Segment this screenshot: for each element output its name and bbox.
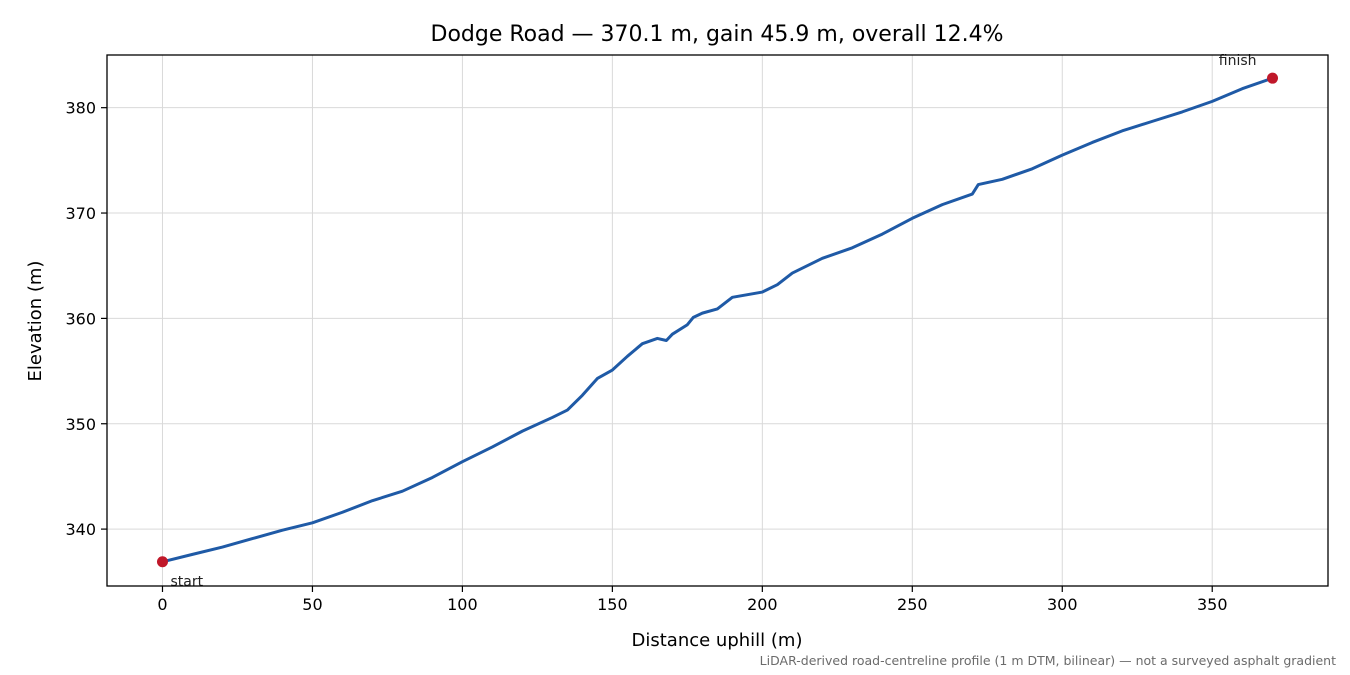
chart-title: Dodge Road — 370.1 m, gain 45.9 m, overa… xyxy=(431,22,1004,47)
elevation-line xyxy=(160,76,1275,564)
x-tick-label: 200 xyxy=(747,595,778,614)
x-tick-label: 300 xyxy=(1047,595,1078,614)
footnote: LiDAR-derived road-centreline profile (1… xyxy=(760,653,1336,668)
tick-label-layer: 0 50 100 150 200 250 300 350 340 350 360 370 380 xyxy=(65,99,1227,614)
tick-layer xyxy=(101,107,1213,592)
start-label: start xyxy=(170,574,203,590)
x-tick-label: 150 xyxy=(597,595,628,614)
finish-label: finish xyxy=(1219,53,1257,69)
grid xyxy=(107,55,1328,586)
marker-layer: start finish xyxy=(156,53,1279,590)
finish-marker xyxy=(1267,72,1279,84)
x-tick-label: 250 xyxy=(897,595,928,614)
y-axis-label: Elevation (m) xyxy=(25,261,46,382)
x-tick-label: 100 xyxy=(447,595,478,614)
y-tick-label: 340 xyxy=(65,520,96,539)
y-tick-label: 380 xyxy=(65,99,96,118)
x-axis-label: Distance uphill (m) xyxy=(632,630,803,651)
plot-frame xyxy=(106,54,1329,587)
y-tick-label: 360 xyxy=(65,309,96,328)
x-tick-label: 50 xyxy=(302,595,322,614)
y-tick-label: 370 xyxy=(65,204,96,223)
x-tick-label: 0 xyxy=(157,595,167,614)
start-marker xyxy=(156,556,168,568)
series-layer xyxy=(160,76,1275,564)
y-tick-label: 350 xyxy=(65,415,96,434)
x-tick-label: 350 xyxy=(1197,595,1228,614)
